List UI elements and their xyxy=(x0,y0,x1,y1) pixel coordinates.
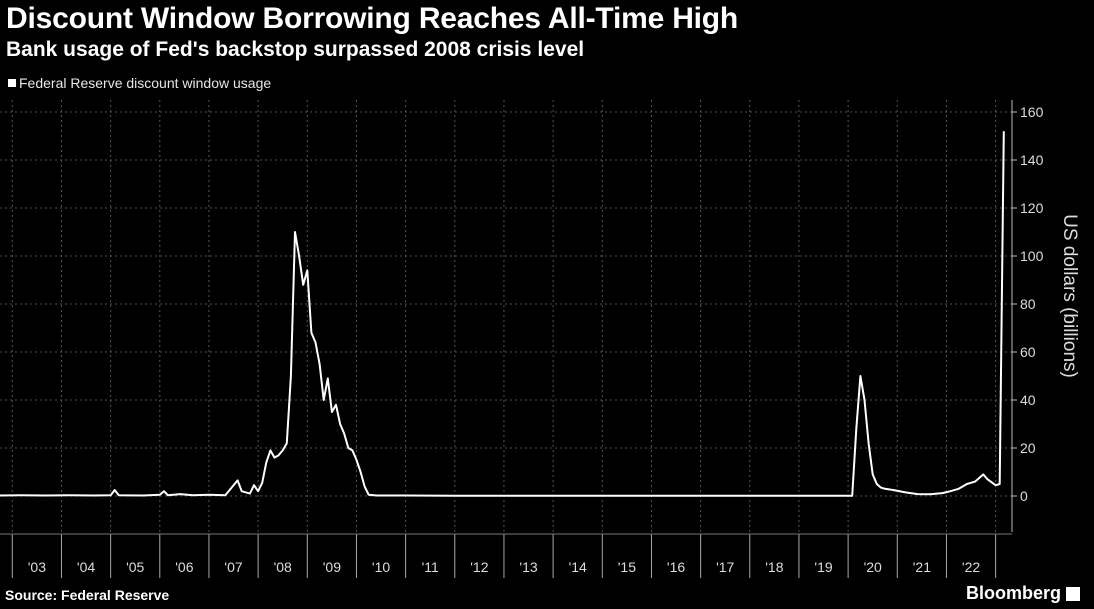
x-tick-label: '19 xyxy=(814,559,832,575)
x-axis-ticks: '03 '04 '05 '06 '07 '08 '09 '10 '11 '12 '13 '14 '15 '… xyxy=(0,533,1012,578)
x-tick-label: '04 xyxy=(77,559,95,575)
y-tick-label: 0 xyxy=(1020,488,1028,504)
y-axis-label: US dollars (billions) xyxy=(1059,214,1080,378)
y-tick-label: 20 xyxy=(1020,440,1036,456)
x-tick-label: '20 xyxy=(864,559,882,575)
x-tick-label: '10 xyxy=(372,559,390,575)
series-group xyxy=(0,131,1005,497)
chart-title: Discount Window Borrowing Reaches All-Ti… xyxy=(6,2,739,35)
x-tick-label: '22 xyxy=(962,559,980,575)
y-tick-label: 60 xyxy=(1020,344,1036,360)
source-note: Source: Federal Reserve xyxy=(5,587,170,603)
y-tick-label: 80 xyxy=(1020,296,1036,312)
legend-label: Federal Reserve discount window usage xyxy=(19,75,272,91)
x-tick-label: '05 xyxy=(126,559,144,575)
series-line xyxy=(0,131,1005,497)
y-tick-label: 160 xyxy=(1020,104,1044,120)
x-tick-label: '18 xyxy=(765,559,783,575)
x-tick-label: '03 xyxy=(28,559,46,575)
x-tick-label: '11 xyxy=(422,559,439,575)
bloomberg-terminal-icon xyxy=(1066,586,1080,601)
x-tick-label: '09 xyxy=(323,559,341,575)
y-tick-label: 140 xyxy=(1020,152,1044,168)
x-tick-label: '06 xyxy=(175,559,193,575)
y-tick-label: 40 xyxy=(1020,392,1036,408)
bloomberg-logo: Bloomberg xyxy=(966,583,1080,604)
x-tick-label: '17 xyxy=(716,559,734,575)
y-axis-ticks: 0 20 40 60 80 100 120 140 160 xyxy=(1011,100,1044,532)
grid-lines xyxy=(0,100,1012,532)
x-tick-label: '15 xyxy=(618,559,636,575)
x-tick-label: '14 xyxy=(569,559,587,575)
x-tick-label: '13 xyxy=(519,559,537,575)
x-tick-label: '08 xyxy=(274,559,292,575)
y-tick-label: 100 xyxy=(1020,248,1044,264)
chart-subtitle: Bank usage of Fed's backstop surpassed 2… xyxy=(6,38,585,61)
x-tick-label: '21 xyxy=(913,559,931,575)
x-tick-label: '07 xyxy=(224,559,242,575)
y-tick-label: 120 xyxy=(1020,200,1044,216)
x-tick-label: '12 xyxy=(470,559,488,575)
brand-name: Bloomberg xyxy=(965,583,1061,603)
x-tick-label: '16 xyxy=(667,559,685,575)
legend-swatch xyxy=(8,79,16,87)
legend: Federal Reserve discount window usage xyxy=(8,75,271,91)
